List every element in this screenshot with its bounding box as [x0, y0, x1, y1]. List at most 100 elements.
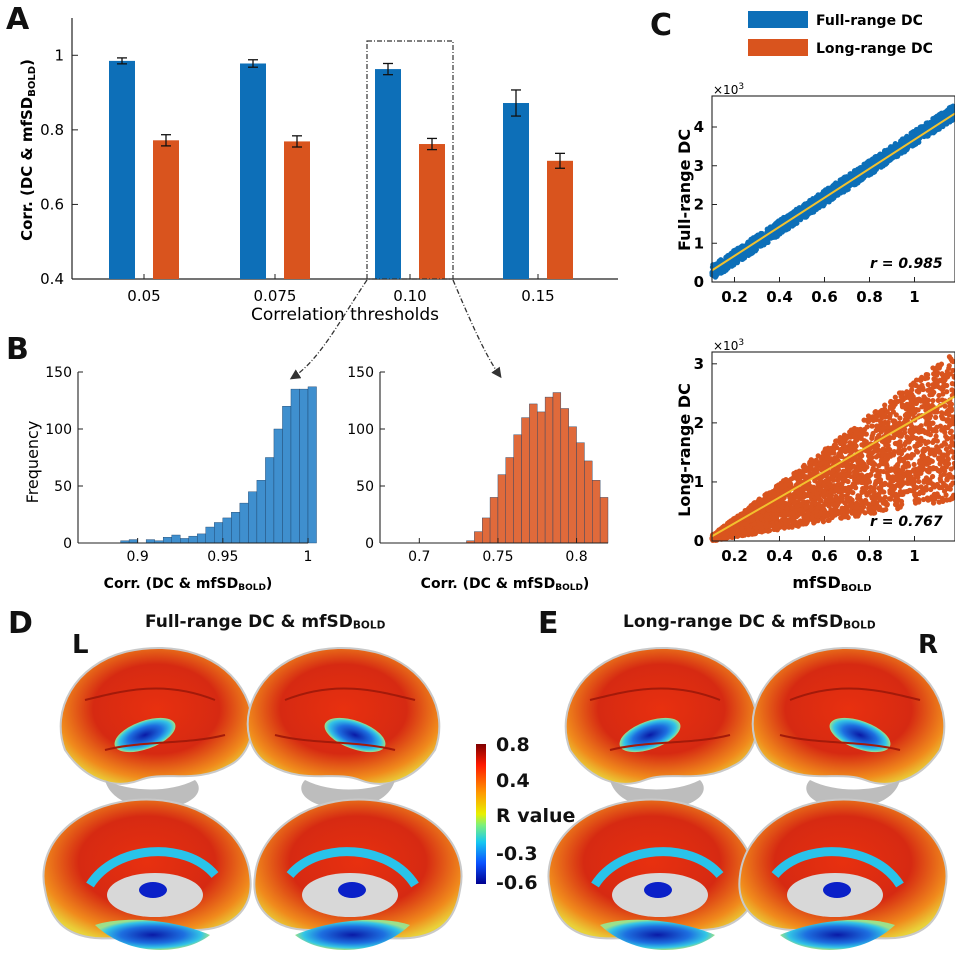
panel-b-histogram-long: 0 50 100 150 0.7 0.75 0.8	[347, 365, 609, 565]
scatter-point	[829, 514, 835, 521]
scatter-ytick-label: 0	[694, 532, 704, 550]
scatter-point	[759, 524, 765, 531]
histogram-bin	[544, 396, 554, 544]
scatter-point	[924, 420, 930, 427]
scatter-point	[849, 427, 855, 433]
scatter-point	[846, 470, 853, 476]
scatter-point	[916, 496, 922, 503]
scatter-point	[949, 417, 955, 423]
scatter-bottom-exponent: ×103	[713, 338, 744, 353]
panel-e-title: Long-range DC & mfSDBOLD	[623, 612, 876, 632]
temporal-medial-region	[780, 919, 895, 950]
scatter-point	[923, 120, 929, 126]
colorbar-tick-neg-0-3: -0.3	[496, 843, 538, 865]
histogram-bin	[497, 474, 506, 544]
scatter-point	[869, 433, 875, 439]
scatter-point	[949, 358, 955, 364]
hist-ytick-label: 0	[63, 536, 72, 552]
scatter-xtick-label: 0.4	[766, 547, 793, 565]
scatter-point	[844, 433, 850, 439]
scatter-point	[853, 456, 859, 463]
insula-region	[324, 717, 386, 753]
scatter-point	[851, 463, 857, 470]
scatter-point	[797, 472, 803, 478]
panel-letter-e: E	[538, 606, 559, 641]
scatter-point	[934, 372, 940, 378]
scatter-point	[880, 489, 887, 495]
scatter-point	[897, 439, 903, 445]
scatter-point	[864, 492, 870, 498]
scatter-point	[878, 483, 884, 489]
scatter-point	[899, 501, 905, 508]
sulcus-line	[779, 734, 901, 751]
scatter-point	[817, 461, 823, 467]
scatter-point	[864, 464, 870, 470]
brain-e-right-medial	[738, 798, 948, 950]
histogram-bin	[307, 386, 317, 544]
scatter-point	[905, 476, 911, 482]
scatter-point	[874, 423, 880, 429]
scatter-point	[813, 195, 820, 201]
hist-xtick-label: 0.75	[482, 549, 513, 565]
scatter-point	[906, 438, 913, 444]
panel-d-title: Full-range DC & mfSDBOLD	[145, 612, 386, 632]
scatter-point	[865, 449, 872, 455]
scatter-point	[945, 425, 951, 431]
scatter-point	[839, 505, 845, 511]
histogram-bin	[474, 531, 483, 544]
histogram-bin	[290, 388, 300, 544]
scatter-point	[924, 125, 930, 131]
scatter-point	[930, 365, 936, 371]
scatter-point	[822, 446, 829, 452]
scatter-point	[821, 482, 827, 488]
scatter-point	[765, 506, 772, 513]
scatter-point	[783, 487, 789, 493]
scatter-point	[874, 467, 880, 473]
scatter-point	[805, 511, 811, 517]
scatter-point	[829, 476, 835, 482]
hist-ytick-label: 0	[365, 536, 374, 552]
scatter-point	[842, 512, 848, 518]
scatter-point	[716, 536, 722, 542]
scatter-point	[895, 462, 901, 468]
scatter-point	[726, 252, 732, 258]
scatter-point	[876, 504, 882, 510]
scatter-point	[943, 446, 950, 452]
scatter-point	[834, 471, 841, 478]
bar-full-range	[240, 63, 266, 279]
scatter-point	[870, 500, 876, 506]
scatter-point	[896, 447, 902, 453]
scatter-point	[837, 488, 843, 494]
scatter-point	[730, 529, 736, 536]
scatter-point	[837, 434, 843, 441]
scatter-point	[918, 465, 924, 471]
scatter-point	[924, 398, 930, 404]
scatter-point	[944, 497, 950, 503]
medial-cortex	[738, 798, 948, 940]
scatter-point	[821, 494, 827, 500]
histogram-bin	[188, 535, 198, 544]
scatter-ytick-label: 2	[694, 196, 704, 214]
scatter-point	[792, 494, 798, 500]
scatter-point	[927, 392, 933, 398]
histogram-bin	[529, 403, 538, 544]
panel-a-ytick-label: 0.8	[40, 121, 64, 139]
scatter-point	[930, 482, 936, 488]
scatter-point	[842, 439, 848, 445]
scatter-point	[944, 418, 950, 424]
histogram-bin	[560, 408, 569, 544]
histogram-bin	[299, 388, 309, 544]
histogram-bin	[231, 512, 241, 544]
scatter-point	[743, 507, 749, 514]
scatter-point	[762, 492, 768, 498]
scatter-point	[842, 174, 848, 180]
scatter-point	[951, 390, 955, 396]
scatter-point	[837, 440, 844, 447]
scatter-point	[826, 447, 832, 453]
medial-cortex	[253, 798, 463, 940]
scatter-xtick-label: 0.6	[811, 288, 838, 306]
scatter-point	[752, 531, 758, 537]
scatter-xtick-label: 0.2	[721, 547, 748, 565]
scatter-point	[931, 389, 937, 395]
scatter-point	[815, 518, 821, 524]
